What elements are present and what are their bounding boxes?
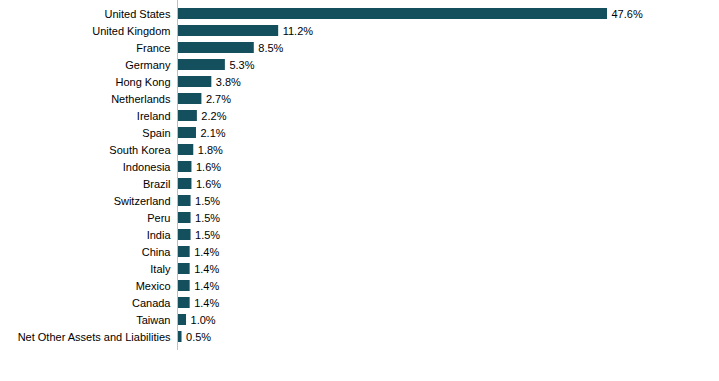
svg-text:2.2%: 2.2% [201, 110, 226, 122]
svg-text:Mexico: Mexico [136, 280, 171, 292]
svg-text:1.0%: 1.0% [191, 314, 216, 326]
svg-text:Peru: Peru [147, 212, 170, 224]
svg-text:Italy: Italy [150, 263, 171, 275]
svg-text:China: China [142, 246, 172, 258]
svg-text:France: France [136, 42, 170, 54]
svg-text:Netherlands: Netherlands [111, 93, 171, 105]
svg-text:1.5%: 1.5% [195, 195, 220, 207]
svg-text:South Korea: South Korea [109, 144, 171, 156]
svg-text:5.3%: 5.3% [229, 59, 254, 71]
svg-text:1.4%: 1.4% [194, 280, 219, 292]
svg-text:3.8%: 3.8% [216, 76, 241, 88]
svg-text:Brazil: Brazil [143, 178, 171, 190]
svg-text:1.4%: 1.4% [194, 297, 219, 309]
svg-text:Taiwan: Taiwan [136, 314, 170, 326]
svg-text:2.1%: 2.1% [200, 127, 225, 139]
svg-text:Ireland: Ireland [137, 110, 171, 122]
svg-text:Hong Kong: Hong Kong [115, 76, 170, 88]
svg-text:Net Other Assets and Liabiliti: Net Other Assets and Liabilities [18, 331, 171, 343]
svg-text:United States: United States [104, 8, 171, 20]
svg-text:Canada: Canada [132, 297, 171, 309]
svg-text:Germany: Germany [125, 59, 171, 71]
svg-text:2.7%: 2.7% [206, 93, 231, 105]
svg-text:0.5%: 0.5% [186, 331, 211, 343]
svg-text:1.5%: 1.5% [195, 229, 220, 241]
svg-text:India: India [147, 229, 172, 241]
svg-text:1.6%: 1.6% [196, 178, 221, 190]
svg-text:1.8%: 1.8% [198, 144, 223, 156]
svg-text:1.6%: 1.6% [196, 161, 221, 173]
svg-text:1.4%: 1.4% [194, 263, 219, 275]
svg-text:1.5%: 1.5% [195, 212, 220, 224]
svg-text:8.5%: 8.5% [258, 42, 283, 54]
svg-text:47.6%: 47.6% [612, 8, 643, 20]
svg-text:Switzerland: Switzerland [114, 195, 171, 207]
svg-text:Spain: Spain [142, 127, 170, 139]
svg-text:11.2%: 11.2% [283, 25, 314, 37]
svg-text:Indonesia: Indonesia [123, 161, 172, 173]
svg-text:1.4%: 1.4% [194, 246, 219, 258]
svg-text:United Kingdom: United Kingdom [92, 25, 170, 37]
